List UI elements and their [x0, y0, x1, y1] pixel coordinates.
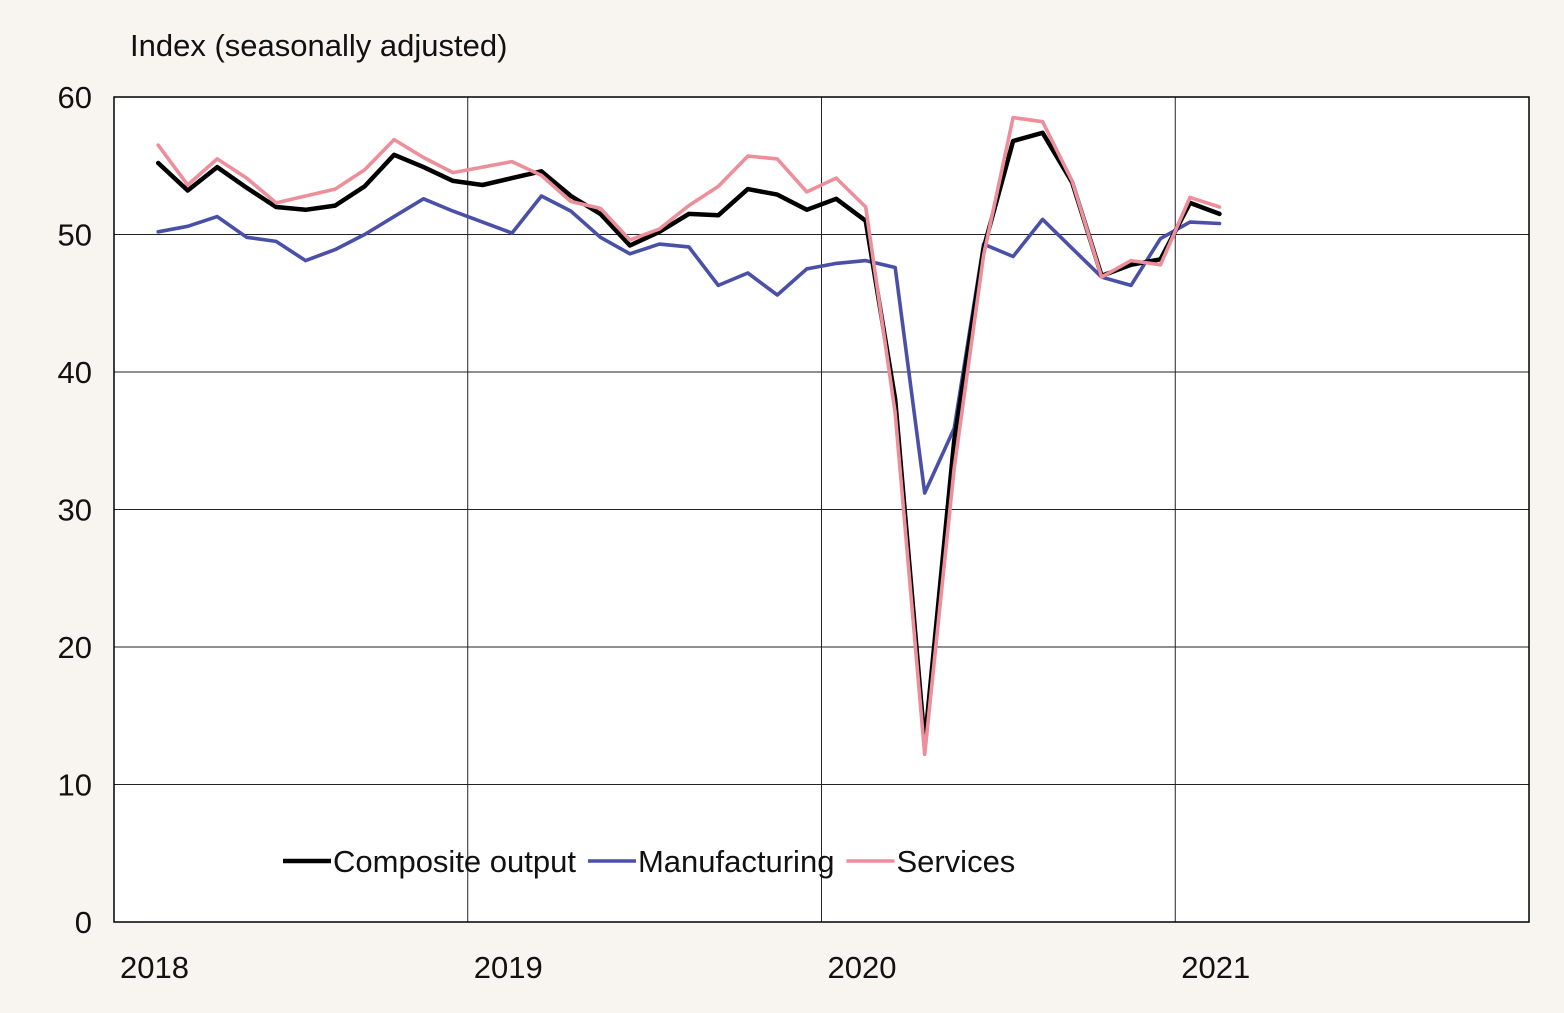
y-axis-label: Index (seasonally adjusted) — [130, 28, 507, 63]
x-tick-label: 2020 — [828, 950, 897, 985]
y-tick-label: 0 — [75, 905, 92, 940]
series-lines — [155, 115, 1222, 757]
y-tick-label: 40 — [58, 355, 92, 390]
y-tick-label: 20 — [58, 630, 92, 665]
x-tick-labels: 2018 2019 2020 2021 — [120, 950, 1250, 985]
y-tick-label: 50 — [58, 218, 92, 253]
plot-border — [113, 96, 1530, 923]
x-tick-label: 2019 — [474, 950, 543, 985]
y-tick-label: 60 — [58, 80, 92, 115]
series-line-manufacturing — [156, 194, 1222, 495]
legend-label-composite-output: Composite output — [333, 844, 576, 879]
series-line-services — [156, 115, 1222, 757]
legend: Composite output Manufacturing Services — [283, 844, 1015, 879]
legend-label-manufacturing: Manufacturing — [638, 844, 834, 879]
legend-label-services: Services — [896, 844, 1015, 879]
y-tick-labels: 0 10 20 30 40 50 60 — [58, 80, 92, 940]
x-tick-label: 2021 — [1181, 950, 1250, 985]
series-line-composite-output — [155, 130, 1222, 746]
y-tick-label: 30 — [58, 493, 92, 528]
y-tick-label: 10 — [58, 768, 92, 803]
x-tick-label: 2018 — [120, 950, 189, 985]
